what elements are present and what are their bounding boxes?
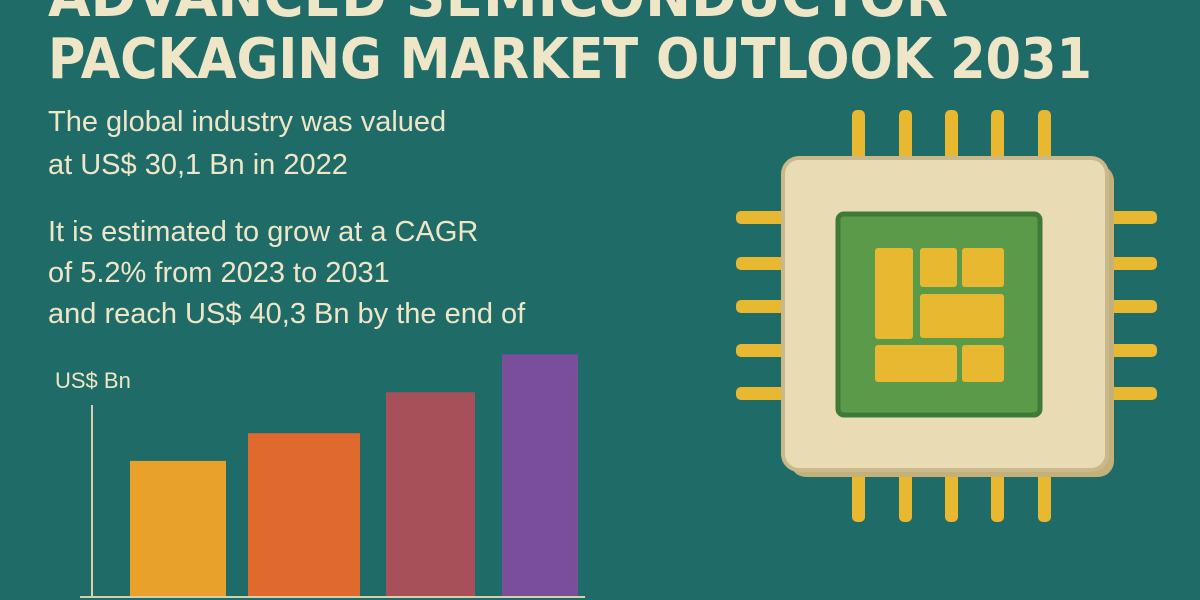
bar	[386, 392, 475, 597]
y-axis-label: US$ Bn	[55, 368, 131, 393]
title-line: ADVANCED SEMICONDUCTOR	[48, 0, 948, 30]
title-line: PACKAGING MARKET OUTLOOK 2031	[48, 27, 1092, 92]
paragraph-line: of 5.2% from 2023 to 2031	[48, 257, 390, 289]
bar	[502, 354, 578, 597]
paragraph-line: The global industry was valued	[48, 106, 446, 138]
paragraph-line: and reach US$ 40,3 Bn by the end of	[48, 298, 526, 330]
paragraph-line: at US$ 30,1 Bn in 2022	[48, 149, 348, 181]
chip-icon	[736, 110, 1157, 522]
bar	[248, 433, 360, 597]
paragraph-line: It is estimated to grow at a CAGR	[48, 216, 478, 248]
bar	[130, 460, 226, 597]
